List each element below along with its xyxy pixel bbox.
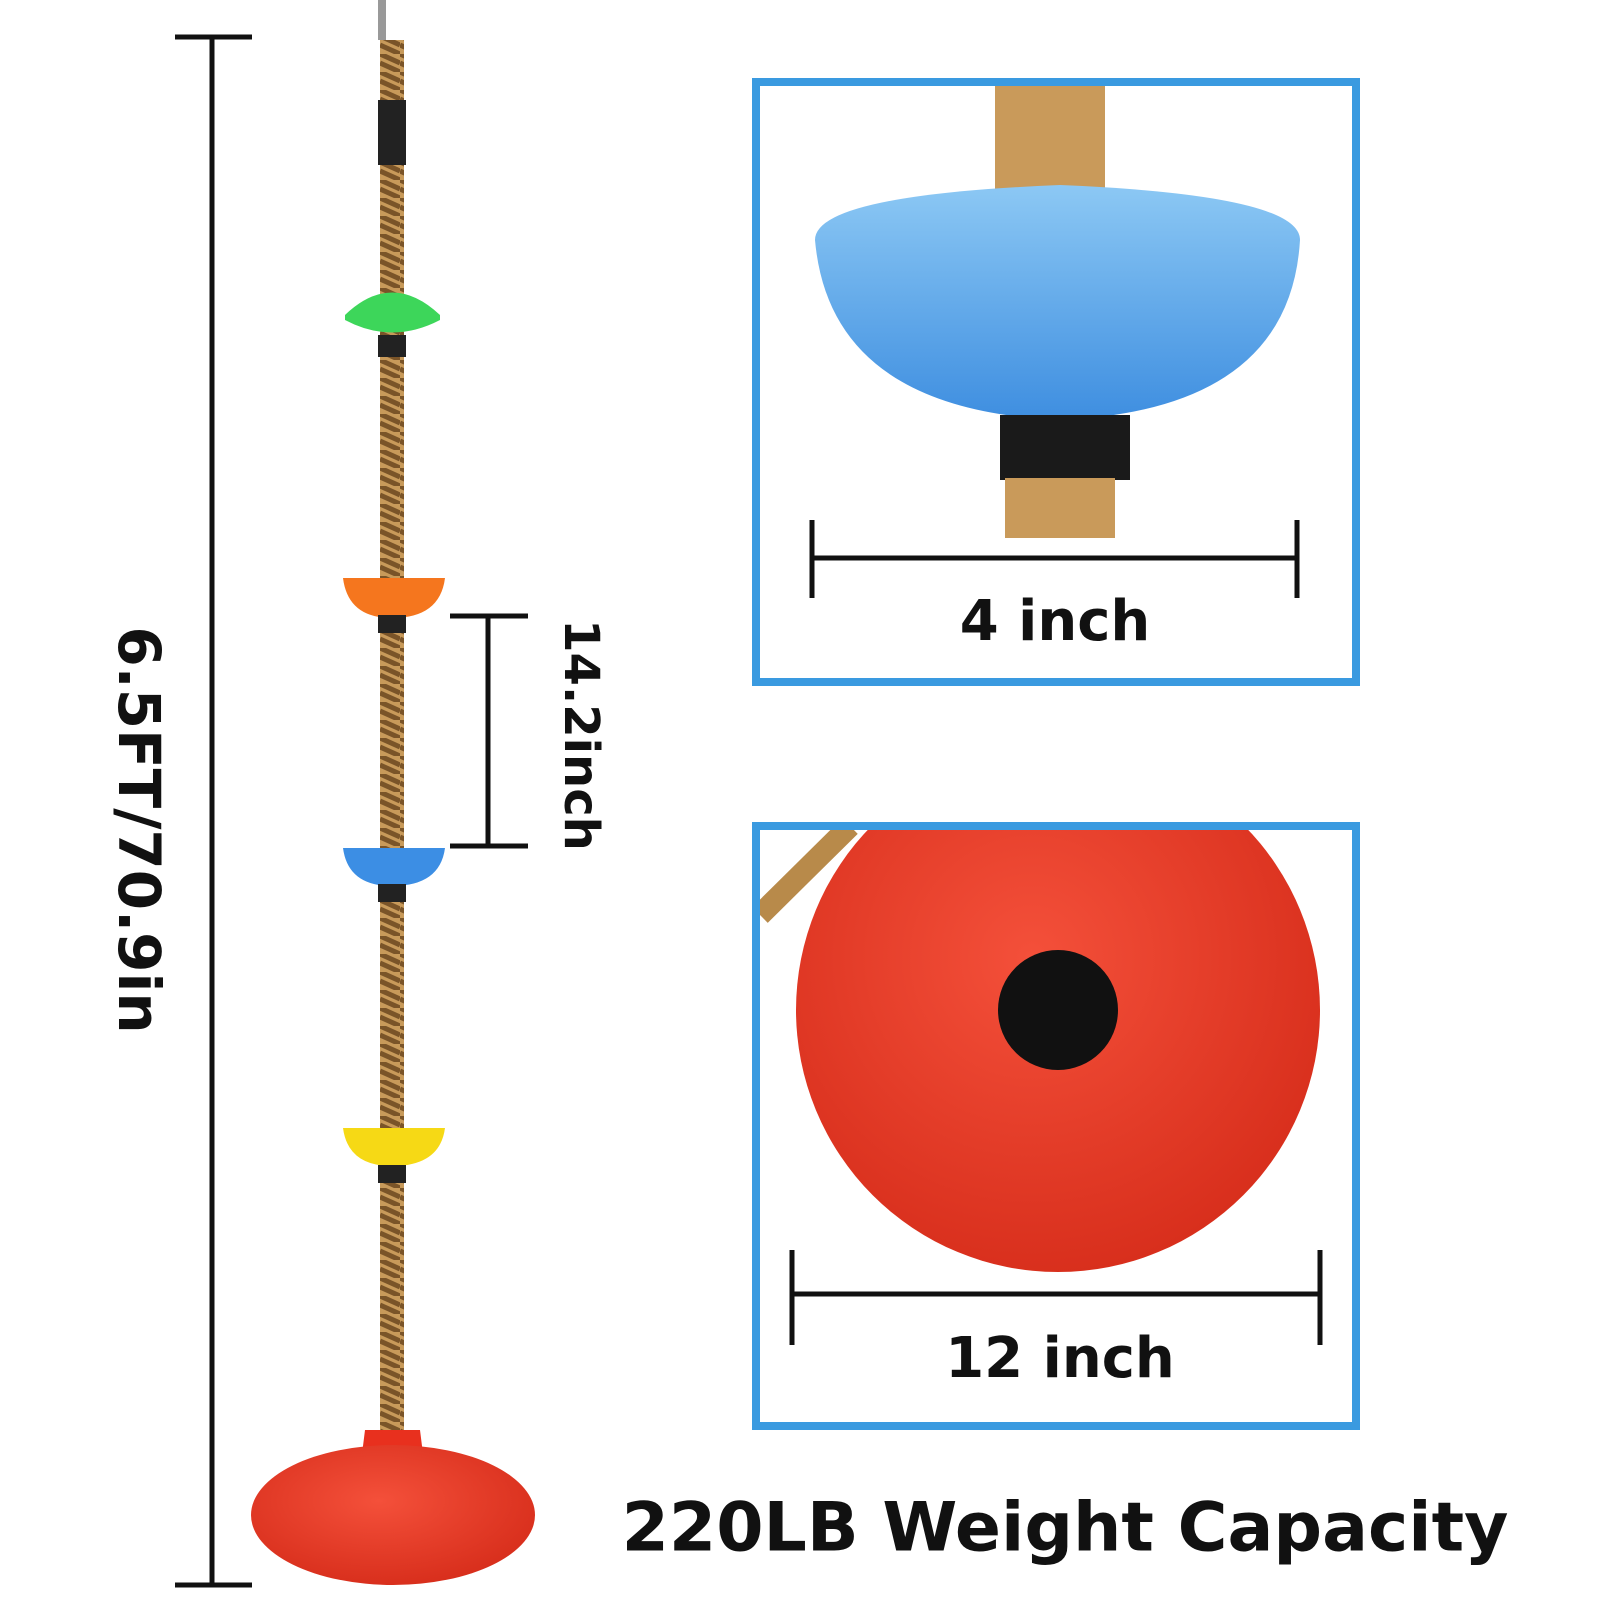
step-diameter-label: 4 inch	[960, 589, 1151, 654]
length-dimension	[175, 34, 252, 1588]
frame	[752, 822, 1360, 1430]
rope-product	[251, 0, 535, 1585]
seat-closeup	[756, 826, 1320, 1272]
step-closeup	[815, 82, 1300, 538]
frame	[752, 78, 1360, 686]
spacing-dimension	[450, 613, 528, 849]
capacity-label: 220LB Weight Capacity	[622, 1489, 1509, 1568]
step-spacing-label: 14.2inch	[553, 619, 609, 851]
total-length-label: 6.5FT/70.9in	[105, 626, 173, 1033]
seat-diameter-label: 12 inch	[945, 1326, 1175, 1391]
step-diameter-dimension	[809, 520, 1300, 598]
seat-diameter-dimension	[789, 1250, 1323, 1345]
